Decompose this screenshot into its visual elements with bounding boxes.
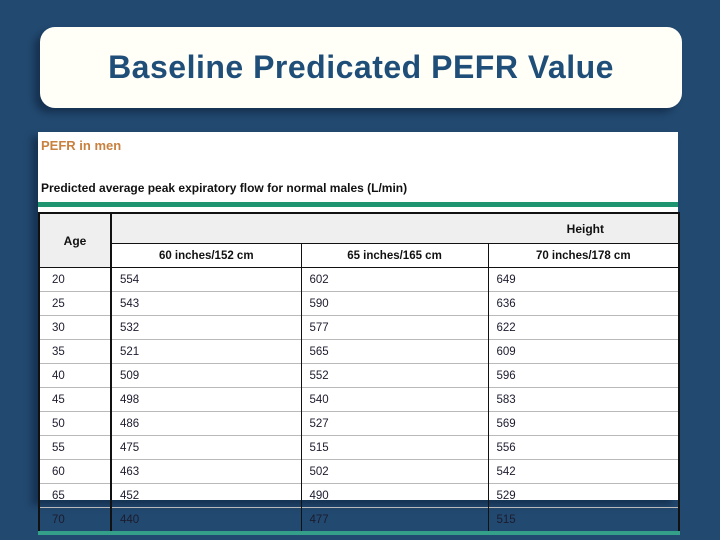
value-cell: 609 [487, 339, 680, 364]
value-cell: 540 [300, 387, 489, 412]
table-row: 20 554 602 649 [38, 267, 680, 292]
value-cell: 649 [487, 267, 680, 292]
age-cell: 25 [38, 291, 112, 316]
value-cell: 509 [110, 363, 302, 388]
age-cell: 50 [38, 411, 112, 436]
section-heading: PEFR in men [41, 138, 122, 153]
value-cell: 515 [487, 507, 680, 533]
value-cell: 486 [110, 411, 302, 436]
slide-title: Baseline Predicated PEFR Value [108, 49, 614, 85]
table-row: 55 475 515 556 [38, 435, 680, 460]
value-cell: 498 [110, 387, 302, 412]
table-row: 50 486 527 569 [38, 411, 680, 436]
value-cell: 542 [487, 459, 680, 484]
value-cell: 532 [110, 315, 302, 340]
value-cell: 556 [487, 435, 680, 460]
col-header-height-65in: 65 inches/165 cm [300, 243, 489, 268]
value-cell: 515 [300, 435, 489, 460]
pefr-table-panel: PEFR in men Predicted average peak expir… [38, 132, 681, 535]
value-cell: 521 [110, 339, 302, 364]
table-caption: Predicted average peak expiratory flow f… [41, 181, 408, 195]
age-cell: 55 [38, 435, 112, 460]
age-cell: 35 [38, 339, 112, 364]
age-cell: 60 [38, 459, 112, 484]
value-cell: 596 [487, 363, 680, 388]
value-cell: 569 [487, 411, 680, 436]
table-row: 70 440 477 515 [38, 507, 680, 533]
col-header-age: Age [38, 212, 112, 268]
age-cell: 70 [38, 507, 112, 533]
value-cell: 527 [300, 411, 489, 436]
col-header-height-70in: 70 inches/178 cm [487, 243, 680, 268]
value-cell: 577 [300, 315, 489, 340]
value-cell: 529 [487, 483, 680, 508]
age-cell: 45 [38, 387, 112, 412]
value-cell: 554 [110, 267, 302, 292]
value-cell: 463 [110, 459, 302, 484]
value-cell: 477 [300, 507, 489, 533]
table-row: 45 498 540 583 [38, 387, 680, 412]
age-cell: 40 [38, 363, 112, 388]
value-cell: 440 [110, 507, 302, 533]
pefr-table: Age Height 60 inches/152 cm 65 inches/16… [38, 212, 681, 535]
value-cell: 552 [300, 363, 489, 388]
value-cell: 452 [110, 483, 302, 508]
header-row-height: Age Height [38, 212, 680, 268]
value-cell: 602 [300, 267, 489, 292]
age-cell: 30 [38, 315, 112, 340]
table-row: 30 532 577 622 [38, 315, 680, 340]
divider-rule [38, 202, 678, 207]
table-row: 40 509 552 596 [38, 363, 680, 388]
slide-title-box: Baseline Predicated PEFR Value [40, 27, 682, 108]
col-header-height-60in: 60 inches/152 cm [110, 243, 302, 268]
value-cell: 502 [300, 459, 489, 484]
value-cell: 583 [487, 387, 680, 412]
value-cell: 565 [300, 339, 489, 364]
table-row: 35 521 565 609 [38, 339, 680, 364]
header-row-subcolumns: 60 inches/152 cm 65 inches/165 cm 70 inc… [39, 243, 680, 268]
table-row: 65 452 490 529 [38, 483, 680, 508]
value-cell: 475 [110, 435, 302, 460]
age-cell: 65 [38, 483, 112, 508]
table-row: 60 463 502 542 [38, 459, 680, 484]
value-cell: 490 [300, 483, 489, 508]
col-header-height: Height [110, 212, 680, 244]
value-cell: 622 [487, 315, 680, 340]
value-cell: 590 [300, 291, 489, 316]
table-row: 25 543 590 636 [38, 291, 680, 316]
value-cell: 543 [110, 291, 302, 316]
value-cell: 636 [487, 291, 680, 316]
age-cell: 20 [38, 267, 112, 292]
